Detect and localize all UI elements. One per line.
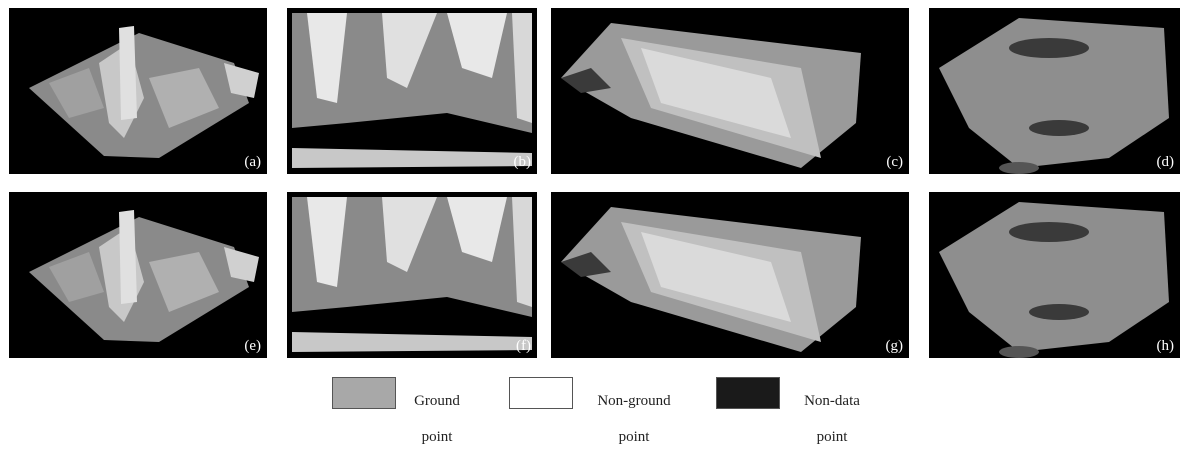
- point-cloud-image: [292, 13, 532, 168]
- panel-label: (g): [885, 338, 904, 354]
- figure-panel-d: (d): [929, 8, 1180, 174]
- figure-panel-e: (e): [9, 192, 267, 358]
- legend-label-non-ground: Non-ground point: [597, 393, 671, 445]
- panel-label: (d): [1156, 154, 1175, 170]
- panel-label: (f): [516, 338, 531, 354]
- panel-label: (a): [244, 154, 261, 170]
- legend-label-ground: Ground point: [414, 393, 460, 445]
- panel-label: (c): [886, 154, 903, 170]
- point-cloud-image: [939, 18, 1169, 174]
- point-cloud-image: [29, 26, 259, 158]
- point-cloud-image: [939, 202, 1169, 358]
- legend-swatch-ground: [332, 377, 396, 409]
- point-cloud-image: [29, 210, 259, 342]
- panel-label: (h): [1156, 338, 1175, 354]
- figure-panel-a: (a): [9, 8, 267, 174]
- legend-label-non-data: Non-data point: [804, 393, 860, 445]
- point-cloud-image: [561, 23, 861, 168]
- figure-panel-f: (f): [287, 192, 537, 358]
- figure-panel-c: (c): [551, 8, 909, 174]
- figure-panel-b: (b): [287, 8, 537, 174]
- legend-swatch-non-ground: [509, 377, 573, 409]
- figure-panel-g: (g): [551, 192, 909, 358]
- point-cloud-image: [561, 207, 861, 352]
- point-cloud-image: [292, 197, 532, 352]
- panel-label: (e): [244, 338, 261, 354]
- legend-swatch-non-data: [716, 377, 780, 409]
- figure-panel-h: (h): [929, 192, 1180, 358]
- panel-label: (b): [513, 154, 532, 170]
